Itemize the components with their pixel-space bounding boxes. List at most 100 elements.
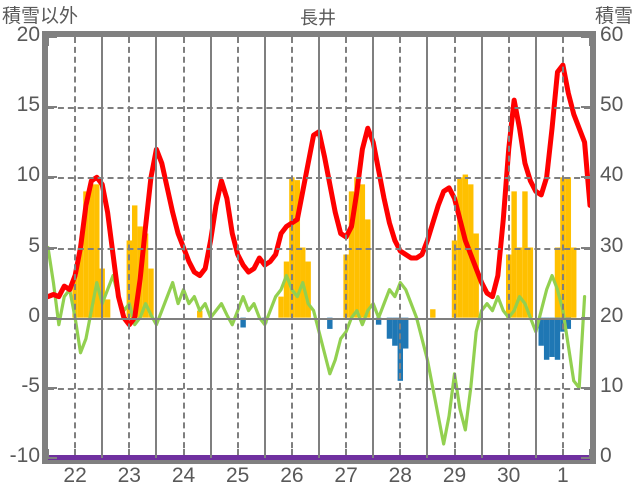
gridline-vertical-dashed [561, 37, 564, 458]
bar [538, 317, 544, 346]
axis-tick-right [581, 386, 590, 389]
bar [365, 219, 371, 318]
gridline-vertical-solid [263, 37, 266, 458]
bar [132, 205, 138, 318]
left-tick-label: 5 [28, 233, 40, 257]
axis-tick-bottom [345, 449, 348, 455]
axis-tick-top [480, 37, 483, 46]
axis-tick-bottom [589, 449, 591, 458]
gridline-vertical-dashed [399, 37, 402, 458]
axis-tick-bottom [480, 449, 483, 458]
axis-tick-top [318, 37, 320, 46]
axis-tick-right [581, 246, 590, 249]
gridline-vertical-dashed [128, 37, 131, 458]
axis-tick-bottom [47, 449, 49, 458]
axis-tick-top [101, 37, 104, 46]
axis-tick-left [48, 106, 57, 109]
left-tick-label: 15 [16, 93, 40, 117]
gridline-vertical-dashed [74, 37, 77, 458]
right-tick-label: 20 [600, 303, 624, 327]
x-tick-label: 30 [497, 464, 521, 487]
gridline-vertical-solid [372, 37, 375, 458]
axis-tick-bottom [372, 449, 375, 458]
axis-tick-bottom [182, 449, 185, 455]
bar [516, 247, 523, 318]
bar [386, 317, 393, 339]
gridline-vertical-dashed [453, 37, 456, 458]
bar [473, 233, 479, 318]
temperature-line [46, 245, 587, 446]
axis-tick-right [581, 106, 590, 109]
bar [104, 299, 111, 318]
right-tick-label: 50 [600, 93, 624, 117]
bar [522, 191, 528, 318]
bar [359, 184, 366, 318]
axis-tick-top [372, 37, 375, 46]
axis-tick-right [581, 36, 590, 38]
bar [565, 317, 572, 329]
page-title: 長井 [300, 8, 336, 28]
axis-tick-left [48, 316, 57, 319]
axis-tick-right [581, 176, 590, 179]
axis-tick-left [48, 246, 57, 249]
bar [571, 247, 577, 318]
axis-tick-bottom [426, 449, 429, 458]
gridline-vertical-solid [318, 37, 320, 458]
bar [348, 191, 355, 318]
axis-tick-right [581, 457, 590, 459]
right-tick-label: 30 [600, 233, 624, 257]
x-tick-label: 22 [63, 464, 87, 487]
axis-tick-top [47, 37, 49, 46]
frame-right [590, 31, 596, 464]
bar [375, 317, 382, 325]
bar [283, 261, 290, 318]
left-tick-label: -10 [9, 444, 40, 467]
bar [240, 317, 246, 328]
x-tick-label: 1 [557, 464, 569, 487]
frame-top [42, 31, 596, 37]
right-tick-label: 0 [600, 444, 612, 467]
axis-tick-top [182, 37, 185, 43]
bar [430, 309, 436, 318]
axis-tick-top [453, 37, 456, 43]
axis-tick-bottom [128, 449, 131, 455]
bar [554, 317, 561, 360]
bar [527, 247, 534, 318]
gridline-vertical-solid [155, 37, 158, 458]
axis-tick-top [128, 37, 131, 43]
bar [543, 317, 550, 360]
bar [554, 247, 561, 318]
axis-tick-left [48, 457, 57, 459]
axis-tick-top [155, 37, 158, 46]
left-tick-label: 20 [16, 23, 40, 46]
bar [403, 317, 409, 349]
bar [278, 296, 284, 318]
axis-tick-top [236, 37, 239, 43]
bar [142, 233, 149, 318]
axis-tick-top [74, 37, 77, 43]
gridline-vertical-dashed [182, 37, 185, 458]
bar [549, 317, 555, 357]
axis-tick-left [48, 386, 57, 389]
axis-tick-bottom [507, 449, 510, 455]
axis-tick-left [48, 36, 57, 38]
axis-tick-top [209, 37, 212, 46]
frame-bottom [42, 458, 596, 464]
x-tick-label: 26 [280, 464, 304, 487]
left-tick-label: -5 [21, 373, 40, 397]
bar [511, 191, 517, 318]
gridline-vertical-dashed [290, 37, 293, 458]
axis-tick-bottom [534, 449, 537, 458]
bar [565, 177, 572, 318]
axis-tick-bottom [263, 449, 266, 458]
left-tick-label: 10 [16, 163, 40, 187]
left-tick-label: 0 [28, 303, 40, 327]
bar [197, 310, 203, 318]
gridline-vertical-solid [534, 37, 537, 458]
bar [94, 184, 100, 318]
right-tick-label: 10 [600, 373, 624, 397]
gridline-vertical-solid [426, 37, 429, 458]
axis-tick-top [263, 37, 266, 46]
axis-tick-bottom [453, 449, 456, 455]
x-tick-label: 23 [117, 464, 141, 487]
